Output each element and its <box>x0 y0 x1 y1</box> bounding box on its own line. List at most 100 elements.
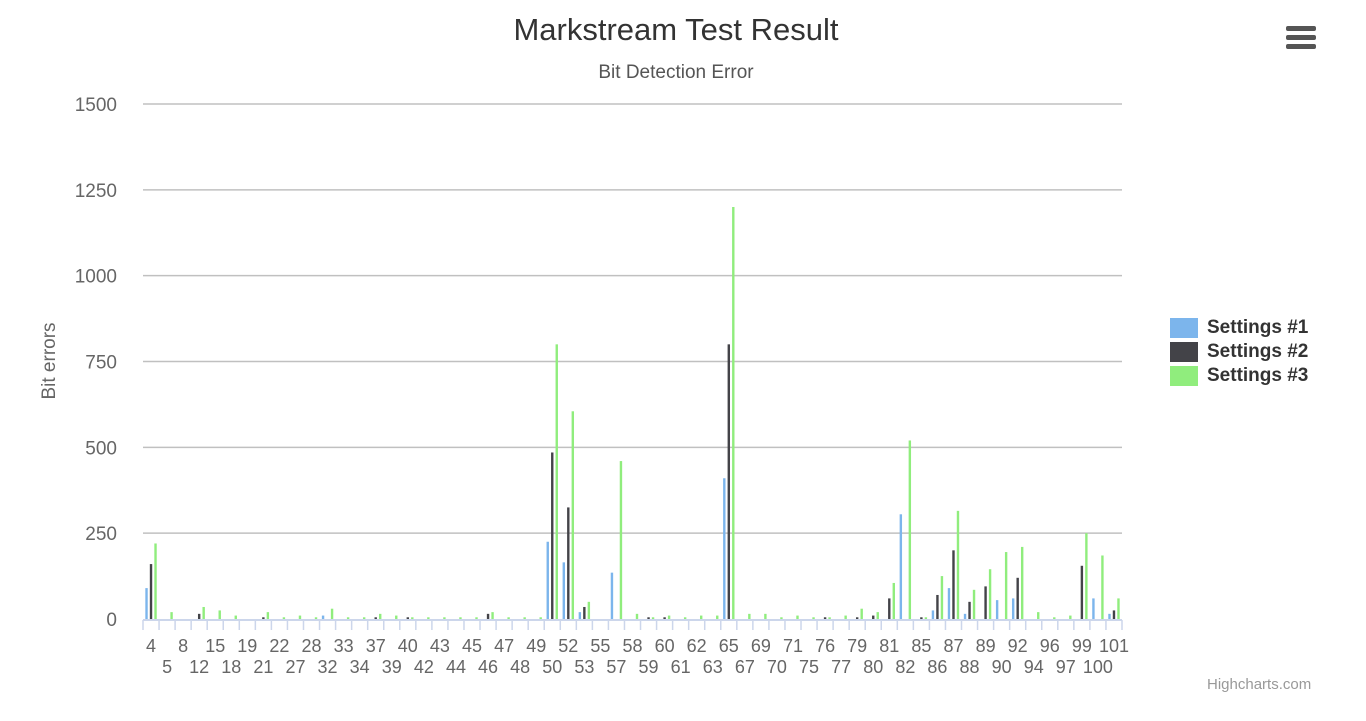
bar-settings-1-52[interactable] <box>562 562 566 619</box>
bar-settings-3-48[interactable] <box>523 617 526 619</box>
bar-settings-3-53[interactable] <box>587 601 591 619</box>
bar-settings-1-82[interactable] <box>899 514 903 619</box>
bar-settings-2-80[interactable] <box>872 615 875 619</box>
bar-settings-3-34[interactable] <box>362 617 366 619</box>
bar-settings-3-5[interactable] <box>170 612 173 619</box>
bar-settings-2-59[interactable] <box>647 617 650 619</box>
bar-settings-1-92[interactable] <box>1011 598 1015 619</box>
bar-settings-2-99[interactable] <box>1080 565 1084 619</box>
bar-settings-3-60[interactable] <box>667 615 671 619</box>
bar-settings-3-33[interactable] <box>346 617 350 619</box>
hamburger-menu-icon[interactable] <box>1278 20 1324 54</box>
bar-settings-2-89[interactable] <box>984 586 987 619</box>
bar-settings-2-21[interactable] <box>262 617 265 619</box>
bar-settings-3-80[interactable] <box>876 612 879 619</box>
bar-settings-3-82[interactable] <box>908 440 912 619</box>
bar-settings-1-90[interactable] <box>995 600 999 619</box>
bar-settings-3-87[interactable] <box>956 510 960 619</box>
bar-settings-3-97[interactable] <box>1069 615 1072 619</box>
bar-settings-3-22[interactable] <box>282 617 286 619</box>
bar-settings-3-75[interactable] <box>812 617 815 619</box>
bar-settings-3-92[interactable] <box>1020 546 1024 619</box>
bar-settings-3-28[interactable] <box>314 617 318 619</box>
bar-settings-3-101[interactable] <box>1117 598 1120 619</box>
bar-settings-3-86[interactable] <box>940 576 944 619</box>
bar-settings-3-50[interactable] <box>555 344 558 619</box>
bar-settings-3-81[interactable] <box>892 582 895 619</box>
bar-settings-2-12[interactable] <box>197 613 201 619</box>
bar-settings-3-88[interactable] <box>972 589 976 619</box>
bar-settings-3-65[interactable] <box>732 207 735 619</box>
bar-settings-2-40[interactable] <box>406 617 410 619</box>
credits-link[interactable]: Highcharts.com <box>1207 676 1312 693</box>
bar-settings-3-77[interactable] <box>844 615 847 619</box>
bar-settings-3-79[interactable] <box>860 608 863 619</box>
bar-settings-2-81[interactable] <box>888 598 891 619</box>
bar-settings-2-60[interactable] <box>663 617 666 619</box>
bar-settings-3-42[interactable] <box>427 617 430 619</box>
bar-settings-3-89[interactable] <box>988 569 992 619</box>
bar-settings-3-44[interactable] <box>459 617 462 619</box>
bar-settings-3-94[interactable] <box>1037 612 1040 619</box>
bar-settings-3-62[interactable] <box>699 615 703 619</box>
bar-settings-2-46[interactable] <box>486 613 490 619</box>
bar-settings-1-32[interactable] <box>321 615 325 619</box>
bar-settings-2-88[interactable] <box>968 601 971 619</box>
bar-settings-1-88[interactable] <box>963 613 967 619</box>
bar-settings-2-76[interactable] <box>823 617 827 619</box>
bar-settings-3-47[interactable] <box>507 617 510 619</box>
bar-settings-3-63[interactable] <box>716 615 719 619</box>
bar-settings-2-53[interactable] <box>583 606 586 619</box>
bar-settings-3-46[interactable] <box>491 612 494 619</box>
bar-settings-3-85[interactable] <box>924 617 928 619</box>
bar-settings-2-92[interactable] <box>1016 577 1019 619</box>
bar-settings-3-67[interactable] <box>748 613 751 619</box>
bar-settings-2-85[interactable] <box>920 617 923 619</box>
legend-item-settings-2[interactable]: Settings #2 <box>1170 340 1330 364</box>
bar-settings-3-27[interactable] <box>298 615 302 619</box>
bar-settings-3-52[interactable] <box>571 411 575 619</box>
bar-settings-1-101[interactable] <box>1108 613 1111 619</box>
bar-settings-3-37[interactable] <box>379 613 382 619</box>
bar-settings-3-90[interactable] <box>1004 552 1008 619</box>
bar-settings-3-39[interactable] <box>395 615 398 619</box>
bar-settings-3-43[interactable] <box>443 617 446 619</box>
bar-settings-2-52[interactable] <box>567 507 570 619</box>
bar-settings-1-53[interactable] <box>578 612 582 619</box>
bar-settings-3-99[interactable] <box>1085 533 1088 619</box>
bar-settings-3-96[interactable] <box>1053 617 1056 619</box>
bar-settings-3-71[interactable] <box>796 615 799 619</box>
bar-settings-2-4[interactable] <box>149 564 153 619</box>
bar-settings-3-21[interactable] <box>266 612 270 619</box>
bar-settings-2-79[interactable] <box>855 617 859 619</box>
bar-settings-1-100[interactable] <box>1092 598 1095 619</box>
bar-settings-3-49[interactable] <box>539 617 542 619</box>
bar-settings-1-86[interactable] <box>931 610 935 619</box>
bar-settings-3-45[interactable] <box>475 617 478 619</box>
bar-settings-2-50[interactable] <box>551 452 554 619</box>
bar-settings-3-61[interactable] <box>683 617 687 619</box>
bar-settings-3-100[interactable] <box>1101 555 1104 619</box>
bar-settings-3-12[interactable] <box>202 606 205 619</box>
bar-settings-3-76[interactable] <box>828 617 831 619</box>
bar-settings-2-87[interactable] <box>952 550 955 619</box>
bar-settings-3-70[interactable] <box>780 617 783 619</box>
bar-settings-3-58[interactable] <box>635 613 639 619</box>
bar-settings-3-59[interactable] <box>651 617 655 619</box>
bar-settings-3-40[interactable] <box>411 617 414 619</box>
bar-settings-1-87[interactable] <box>947 588 951 619</box>
bar-settings-3-18[interactable] <box>234 615 237 619</box>
bar-settings-2-65[interactable] <box>727 344 730 619</box>
bar-settings-3-32[interactable] <box>330 608 334 619</box>
legend-item-settings-1[interactable]: Settings #1 <box>1170 316 1330 340</box>
bar-settings-1-57[interactable] <box>610 572 614 619</box>
bar-settings-1-4[interactable] <box>145 588 148 619</box>
bar-settings-2-37[interactable] <box>374 617 377 619</box>
bar-settings-3-57[interactable] <box>619 461 623 619</box>
bar-settings-3-4[interactable] <box>154 543 157 619</box>
legend-item-settings-3[interactable]: Settings #3 <box>1170 364 1330 388</box>
bar-settings-1-50[interactable] <box>546 541 549 619</box>
bar-settings-2-101[interactable] <box>1112 610 1116 619</box>
bar-settings-1-65[interactable] <box>723 478 726 619</box>
bar-settings-3-69[interactable] <box>764 613 767 619</box>
